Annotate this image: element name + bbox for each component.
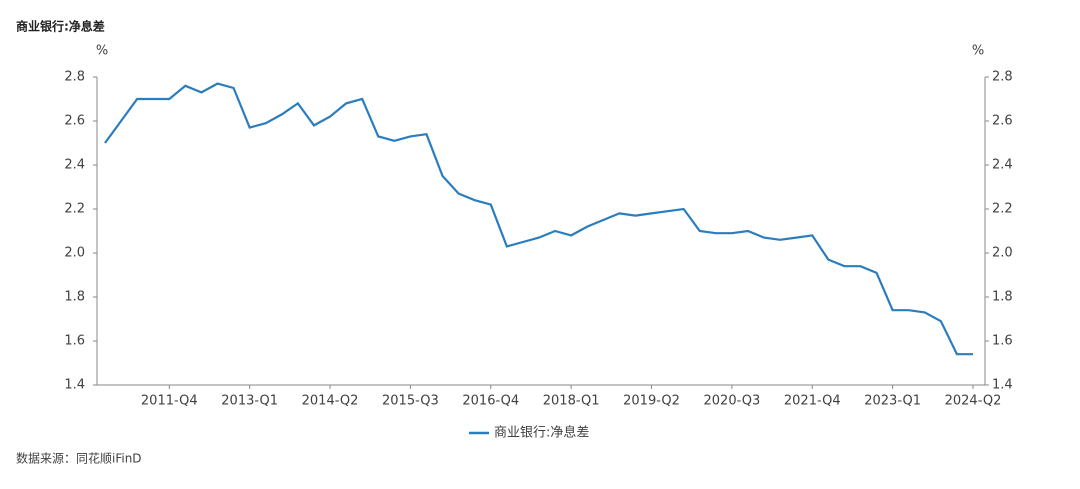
x-tick-label: 2013-Q1 [221, 394, 278, 409]
y-tick-label: 1.8 [64, 290, 85, 305]
y2-tick-label: 1.4 [992, 378, 1013, 393]
x-tick-label: 2019-Q2 [623, 394, 680, 409]
line-series [104, 82, 973, 356]
source-note: 数据来源：同花顺iFinD [16, 451, 142, 466]
y-tick-label: 2.8 [64, 70, 85, 85]
y2-tick-label: 2.6 [992, 114, 1013, 129]
y-axis-label: % [96, 44, 108, 59]
y2-tick-label: 2.2 [992, 202, 1013, 217]
x-tick-label: 2020-Q3 [704, 394, 761, 409]
y2-tick-label: 2.0 [992, 246, 1013, 261]
y-tick-label: 1.6 [64, 334, 85, 349]
y-tick-label: 2.0 [64, 246, 85, 261]
x-tick-label: 2011-Q4 [141, 394, 198, 409]
y2-tick-label: 1.8 [992, 290, 1013, 305]
y-tick-label: 2.2 [64, 202, 85, 217]
x-tick-label: 2021-Q4 [784, 394, 841, 409]
legend-label: 商业银行:净息差 [494, 425, 589, 441]
chart-title: 商业银行:净息差 [16, 19, 105, 34]
y2-axis-label: % [972, 44, 984, 59]
y2-tick-label: 1.6 [992, 334, 1013, 349]
y2-tick-label: 2.8 [992, 70, 1013, 85]
x-tick-label: 2014-Q2 [302, 394, 359, 409]
y-tick-label: 2.6 [64, 114, 85, 129]
x-tick-label: 2016-Q4 [462, 394, 519, 409]
x-tick-label: 2015-Q3 [382, 394, 439, 409]
x-tick-label: 2018-Q1 [543, 394, 600, 409]
x-tick-label: 2023-Q1 [864, 394, 921, 409]
x-tick-label: 2024-Q2 [945, 394, 1002, 409]
y-tick-label: 1.4 [64, 378, 85, 393]
y-tick-label: 2.4 [64, 158, 85, 173]
y2-tick-label: 2.4 [992, 158, 1013, 173]
